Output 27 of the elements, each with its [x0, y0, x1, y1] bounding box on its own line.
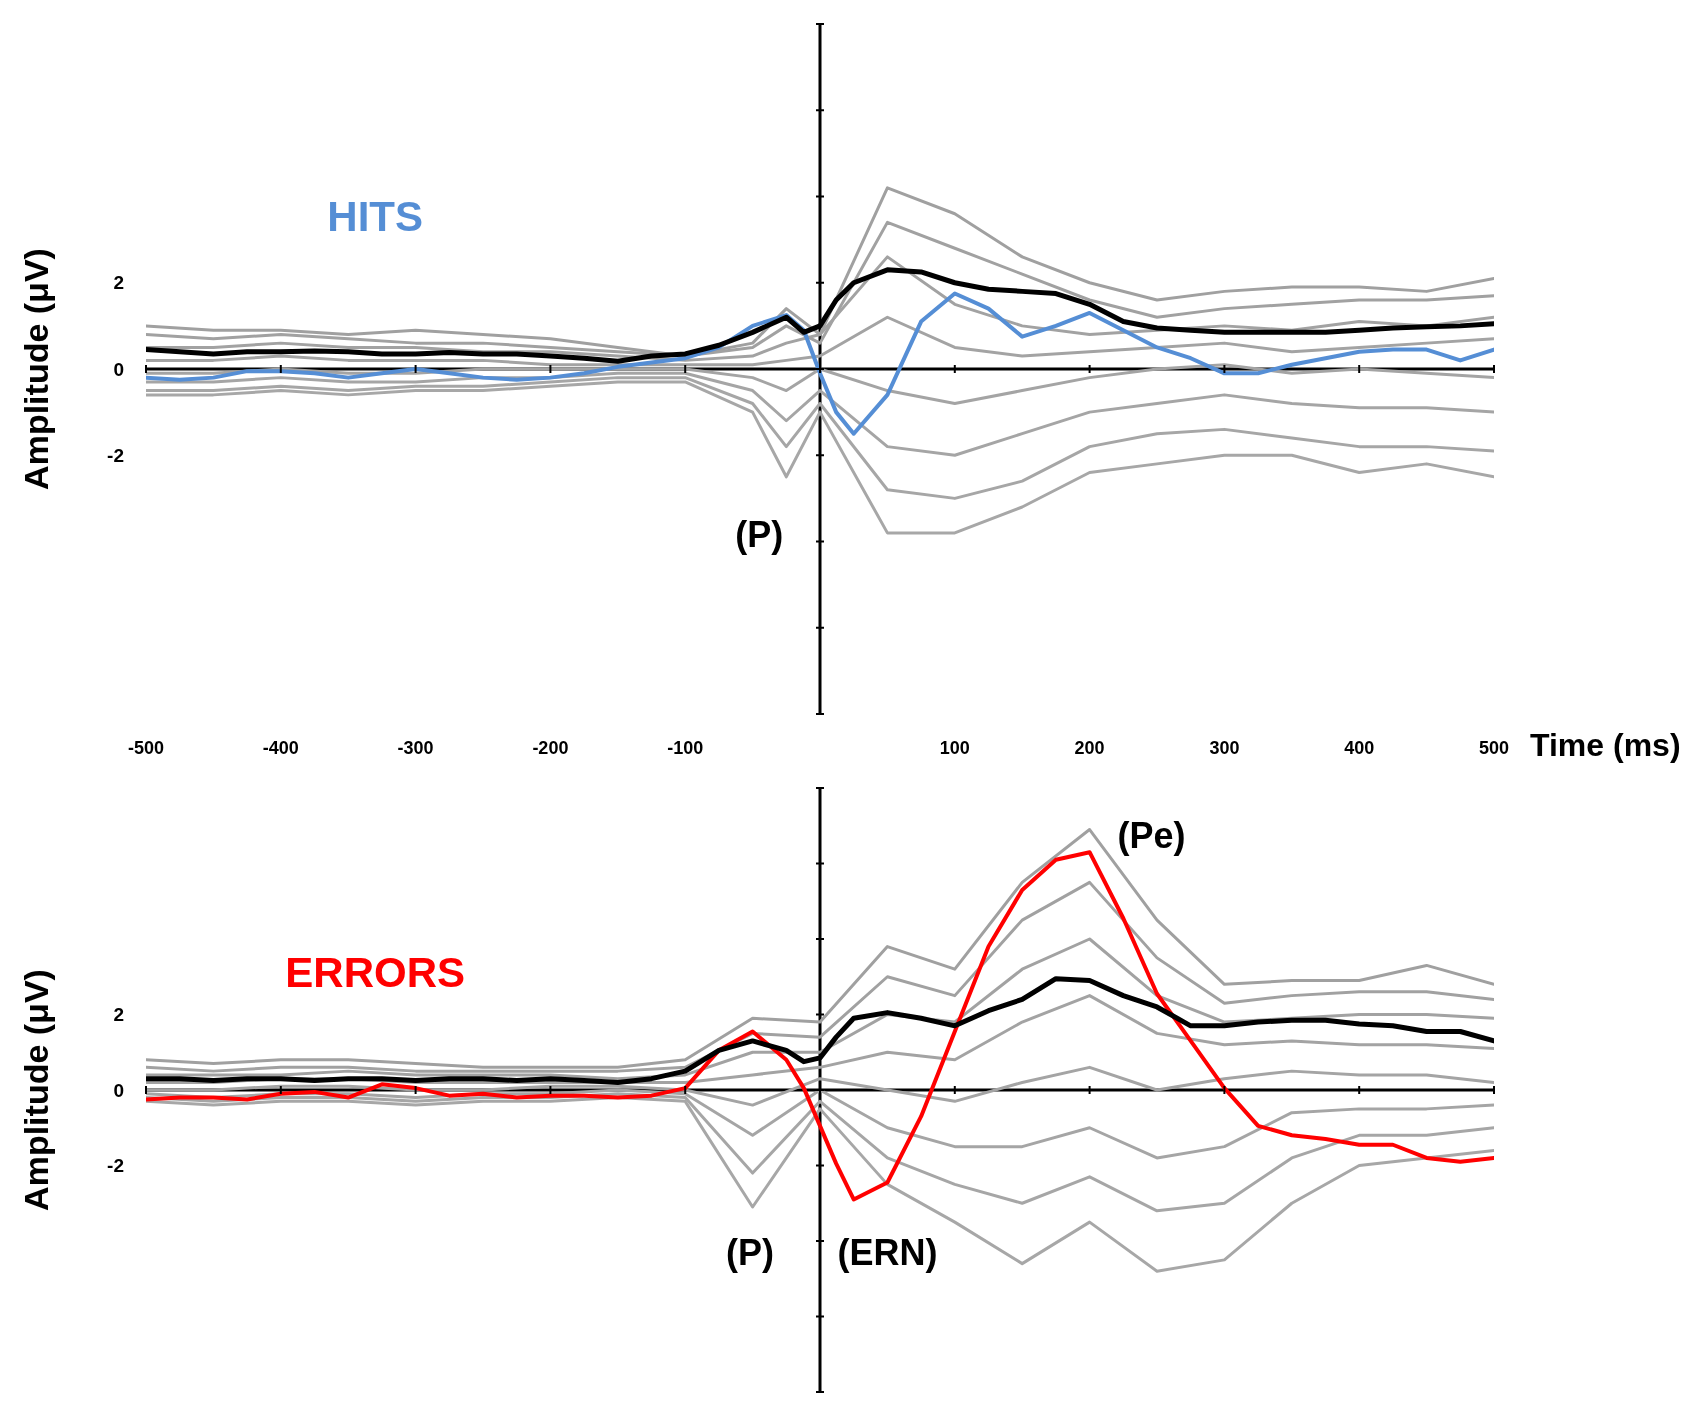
- annotation: (Pe): [1117, 815, 1186, 857]
- y-axis-title: Amplitude (μV): [17, 969, 55, 1211]
- y-tick-label: 2: [113, 272, 124, 294]
- y-axis-title: Amplitude (μV): [17, 248, 55, 490]
- annotation: (P): [725, 1232, 774, 1274]
- y-tick-label: -2: [107, 1155, 124, 1177]
- y-tick-label: 2: [113, 1004, 124, 1026]
- text: ERRORS: [285, 949, 466, 997]
- line-series: [146, 1096, 1494, 1273]
- annotation: (P): [735, 513, 784, 555]
- annotation: (ERN): [837, 1232, 938, 1274]
- x-tick-label: -500: [127, 738, 165, 758]
- text: HITS: [327, 193, 423, 240]
- line-series: [146, 291, 1494, 436]
- x-tick-label: 200: [1074, 738, 1105, 758]
- x-tick-label: 400: [1344, 738, 1375, 758]
- x-tick-label: -100: [667, 738, 704, 758]
- x-tick-label: 100: [939, 738, 970, 758]
- x-axis-title: Time (ms): [1530, 727, 1681, 763]
- x-tick-label: -400: [262, 738, 299, 758]
- y-tick-label: 0: [113, 358, 124, 380]
- x-tick-label: 300: [1209, 738, 1240, 758]
- x-tick-label: 500: [1478, 738, 1510, 758]
- x-tick-label: -200: [532, 738, 569, 758]
- x-tick-label: -300: [397, 738, 434, 758]
- y-tick-label: -2: [107, 444, 124, 466]
- y-tick-label: 0: [113, 1079, 124, 1101]
